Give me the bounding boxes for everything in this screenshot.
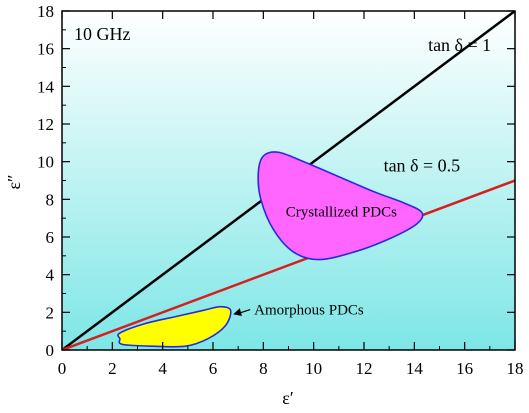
y-tick-label: 10	[37, 153, 54, 172]
x-tick-label: 6	[209, 359, 218, 378]
annotation-crystallized-pdcs: Crystallized PDCs	[286, 205, 397, 221]
y-tick-label: 2	[46, 303, 55, 322]
y-tick-label: 6	[46, 228, 55, 247]
y-tick-label: 0	[46, 341, 55, 360]
region-amorphous-pdcs	[117, 305, 232, 348]
y-tick-label: 4	[46, 266, 55, 285]
x-tick-label: 10	[305, 359, 322, 378]
annotation-tan-delta-0-5: tan δ = 0.5	[384, 155, 461, 175]
x-tick-label: 12	[356, 359, 373, 378]
x-tick-label: 16	[456, 359, 473, 378]
x-tick-label: 14	[406, 359, 424, 378]
x-tick-label: 8	[259, 359, 268, 378]
x-tick-label: 18	[507, 359, 524, 378]
x-tick-label: 0	[58, 359, 67, 378]
annotations: tan δ = 1 tan δ = 0.5 Crystallized PDCs Amo…	[233, 35, 491, 319]
y-tick-label: 12	[37, 115, 54, 134]
axis-ticks	[61, 10, 516, 351]
y-tick-label: 18	[37, 2, 54, 21]
y-tick-label: 16	[37, 40, 54, 59]
material-regions	[117, 151, 424, 348]
annotation-amorphous-pdcs: Amorphous PDCs	[254, 303, 364, 319]
x-axis-label: ε′	[282, 388, 294, 408]
line-tan-delta-0-5	[62, 179, 515, 350]
annotation-tan-delta-1: tan δ = 1	[428, 35, 491, 55]
x-tick-label: 4	[158, 359, 167, 378]
x-tick-label: 2	[108, 359, 117, 378]
annotation-arrow-head	[233, 308, 242, 316]
y-axis-label: ε″	[4, 174, 24, 189]
frequency-label: 10 GHz	[74, 24, 131, 44]
y-tick-label: 8	[46, 190, 55, 209]
region-crystallized-pdcs	[257, 151, 424, 261]
y-tick-label: 14	[37, 77, 55, 96]
tick-labels: 0 2 4 6 8 10 12 14 16 18 0 2 4 6 8 10 12 14 16 18	[37, 2, 524, 378]
